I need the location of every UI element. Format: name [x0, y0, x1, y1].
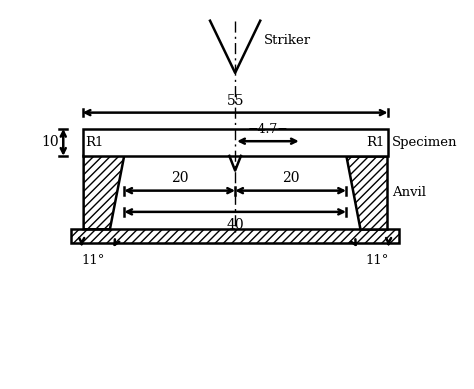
Text: 10: 10 — [41, 135, 59, 149]
Text: 11°: 11° — [81, 254, 105, 267]
Text: R1: R1 — [86, 136, 104, 149]
Text: −4.7−: −4.7− — [247, 123, 288, 136]
Text: 40: 40 — [226, 218, 244, 232]
Text: Anvil: Anvil — [392, 186, 426, 199]
Text: 20: 20 — [171, 171, 188, 185]
Text: 20: 20 — [282, 171, 300, 185]
Text: Striker: Striker — [264, 33, 311, 47]
Text: 55: 55 — [227, 94, 244, 108]
Polygon shape — [82, 129, 388, 156]
Text: Specimen: Specimen — [392, 136, 458, 149]
Polygon shape — [83, 156, 124, 229]
Polygon shape — [71, 229, 399, 243]
Text: 11°: 11° — [365, 254, 389, 267]
Text: R1: R1 — [366, 136, 385, 149]
Polygon shape — [346, 156, 387, 229]
